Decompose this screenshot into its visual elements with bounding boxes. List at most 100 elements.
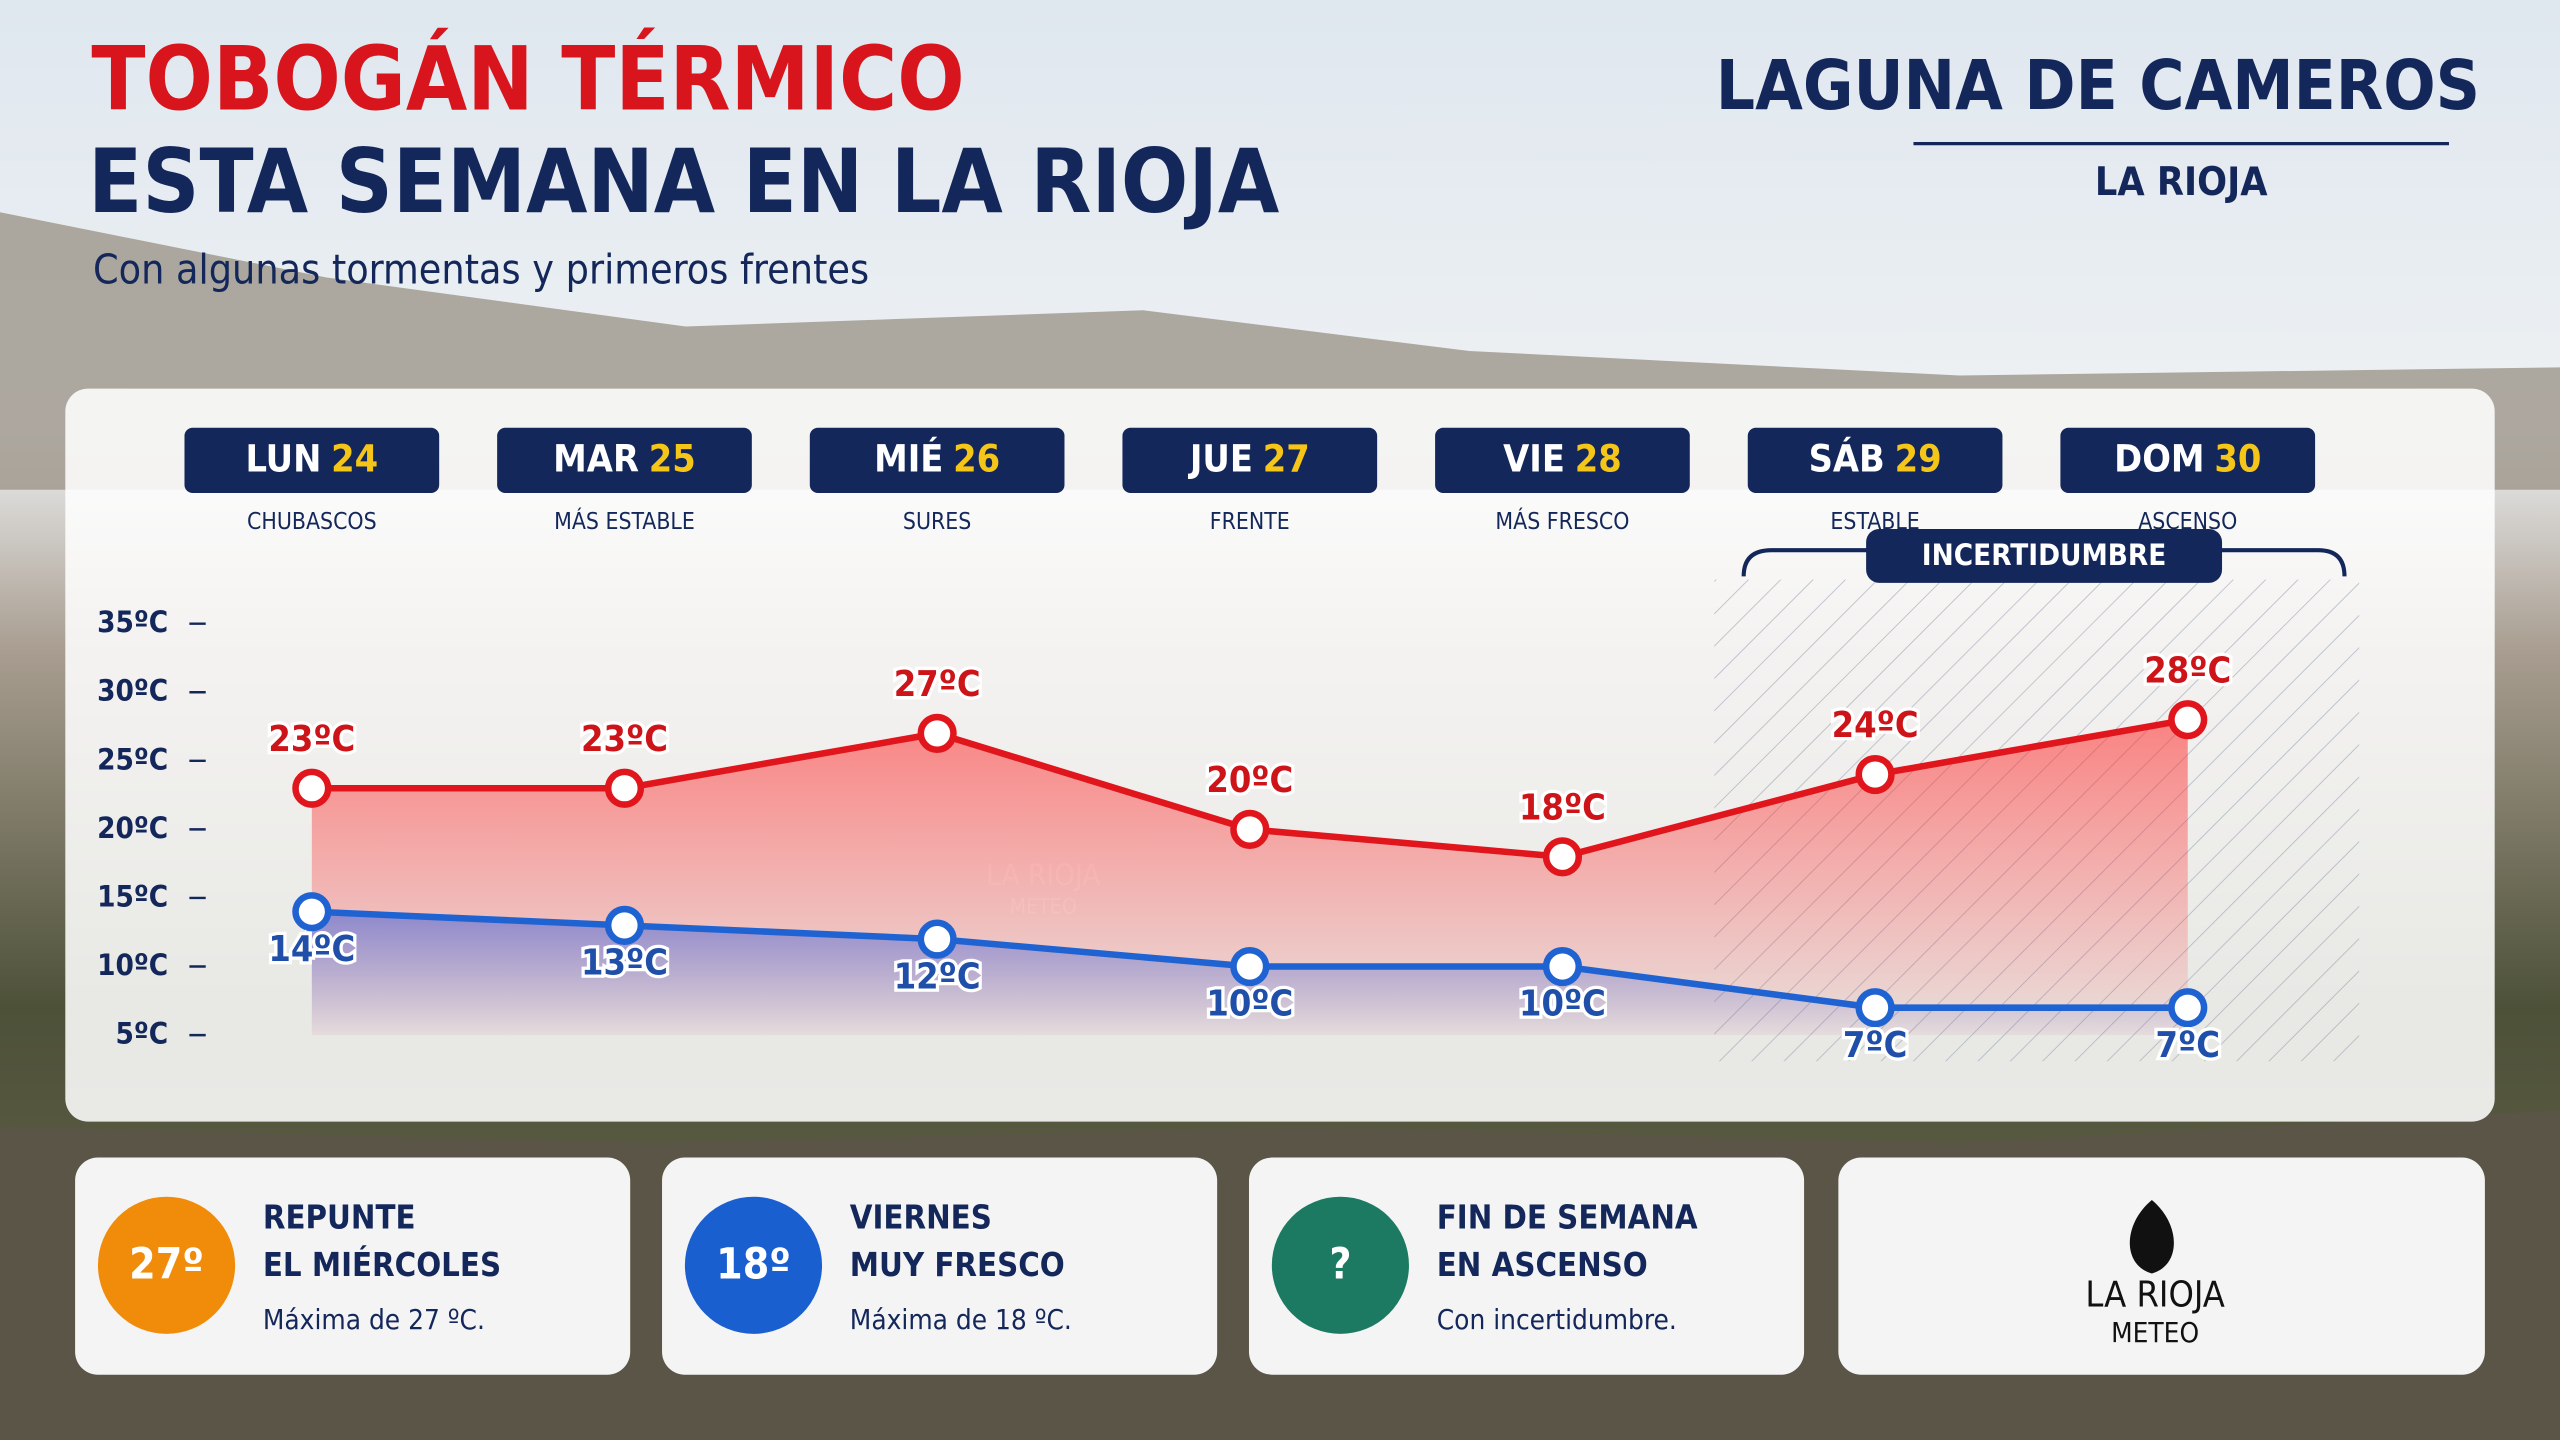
value-label: 14ºC: [268, 929, 355, 970]
point: [604, 905, 645, 945]
info-card: [1248, 1157, 1805, 1375]
day-badge: [1747, 427, 2003, 494]
day-description: ASCENSO: [2138, 509, 2237, 535]
point: [2168, 988, 2208, 1028]
day-description: ESTABLE: [1830, 509, 1919, 535]
logo-icon: [2129, 1200, 2174, 1274]
card-title: VIERNES: [850, 1199, 992, 1237]
day-badge: [184, 427, 440, 494]
day-label: LUN 24: [245, 436, 378, 480]
day-name: MAR: [553, 436, 639, 480]
value-label: 20ºC: [1206, 760, 1293, 801]
card-title: FIN DE SEMANA: [1437, 1199, 1698, 1237]
uncertainty-label: INCERTIDUMBRE: [1922, 538, 2167, 572]
card-title: MUY FRESCO: [850, 1246, 1065, 1284]
title: ESTA SEMANA EN LA RIOJA: [88, 130, 1280, 233]
day-description: MÁS FRESCO: [1495, 507, 1629, 535]
badge: [684, 1196, 823, 1334]
day-label: MIÉ 26: [874, 436, 1000, 480]
card-note: Máxima de 18 ºC.: [850, 1303, 1072, 1336]
info-card: [75, 1157, 631, 1375]
day-name: JUE: [1188, 436, 1253, 480]
badge: [1271, 1196, 1409, 1334]
point: [604, 768, 645, 808]
point: [1230, 946, 1270, 987]
info-card: [662, 1157, 1218, 1375]
y-tick-label: 30ºC: [97, 674, 168, 708]
day-name: DOM: [2114, 436, 2204, 480]
point: [2168, 700, 2208, 740]
day-badge: [1435, 427, 1690, 494]
y-tick-label: 5ºC: [115, 1017, 168, 1051]
day-name: LUN: [245, 436, 321, 480]
day-badge: [1122, 427, 1378, 494]
card-title: EN ASCENSO: [1437, 1246, 1648, 1284]
badge-text: 27º: [129, 1240, 204, 1289]
day-number: 26: [953, 436, 1000, 480]
point: [1542, 946, 1583, 987]
day-number: 24: [331, 436, 378, 480]
cards: 27º REPUNTE EL MIÉRCOLES Máxima de 27 ºC. 18…: [75, 1157, 1805, 1375]
day-label: MAR 25: [553, 436, 696, 480]
value-label: 23ºC: [581, 719, 668, 760]
point: [292, 892, 332, 932]
day-label: JUE 27: [1188, 436, 1310, 480]
card-note: Con incertidumbre.: [1437, 1303, 1677, 1336]
card-title: EL MIÉRCOLES: [263, 1246, 501, 1284]
value-label: 7ºC: [1843, 1025, 1907, 1066]
y-tick-label: 25ºC: [97, 742, 168, 776]
card-note: Máxima de 27 ºC.: [263, 1303, 485, 1336]
value-label: 23ºC: [268, 719, 355, 760]
badge-text: ?: [1329, 1240, 1351, 1289]
day-number: 28: [1575, 436, 1622, 480]
day-description: CHUBASCOS: [247, 509, 377, 535]
value-label: 27ºC: [894, 664, 981, 705]
subtitle: Con algunas tormentas y primeros frentes: [93, 246, 869, 294]
badge-text: 18º: [716, 1240, 791, 1289]
value-label: 10ºC: [1206, 984, 1293, 1025]
day-description: FRENTE: [1210, 509, 1290, 535]
point: [917, 713, 957, 753]
value-label: 24ºC: [1832, 705, 1919, 746]
y-tick-label: 20ºC: [97, 811, 168, 845]
day-number: 29: [1895, 436, 1942, 480]
point: [292, 768, 332, 808]
value-label: 12ºC: [894, 956, 981, 997]
value-label: 13ºC: [581, 943, 668, 984]
day-label: DOM 30: [2114, 436, 2261, 480]
card-title: REPUNTE: [263, 1199, 416, 1237]
point: [1855, 988, 1895, 1028]
day-label: VIE 28: [1503, 436, 1622, 480]
day-number: 30: [2214, 436, 2261, 480]
point: [1855, 754, 1895, 795]
day-description: MÁS ESTABLE: [554, 507, 695, 535]
y-tick-label: 10ºC: [97, 948, 168, 982]
y-tick-label: 35ºC: [97, 605, 168, 639]
point: [917, 919, 957, 959]
location: LAGUNA DE CAMEROS: [1716, 46, 2480, 126]
day-description: SURES: [903, 509, 971, 535]
chart: 5ºC 10ºC 15ºC 20ºC 25ºC 30ºC 35ºC LUN 24 CHUBASCO…: [97, 427, 2316, 1069]
badge: [97, 1196, 236, 1334]
point: [1542, 837, 1583, 877]
day-number: 25: [649, 436, 696, 480]
value-label: 10ºC: [1519, 984, 1606, 1025]
day-name: SÁB: [1809, 436, 1885, 480]
uncertainty-badge: [1866, 528, 2223, 583]
day-name: VIE: [1503, 436, 1565, 480]
logo-text: LA RIOJA: [2085, 1274, 2225, 1315]
logo-text: METEO: [2111, 1316, 2199, 1349]
day-badge: [809, 427, 1065, 494]
day-label: SÁB 29: [1809, 436, 1942, 480]
point: [1230, 809, 1270, 849]
day-number: 27: [1263, 436, 1310, 480]
day-badge: [497, 427, 752, 494]
value-label: 28ºC: [2144, 650, 2231, 691]
y-tick-label: 15ºC: [97, 879, 168, 913]
value-label: 18ºC: [1519, 787, 1606, 828]
day-badge: [2060, 427, 2316, 494]
title: TOBOGÁN TÉRMICO: [91, 26, 964, 130]
day-name: MIÉ: [874, 436, 943, 480]
